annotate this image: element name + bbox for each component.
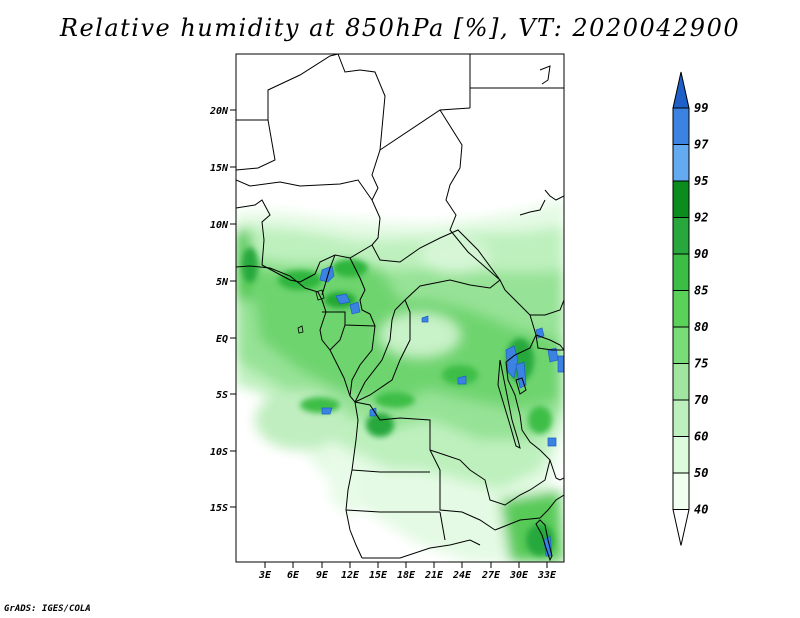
lon-label: 6E xyxy=(287,570,300,581)
colorbar-box xyxy=(672,399,690,437)
colorbar-box xyxy=(672,290,690,328)
lat-label: 10S xyxy=(210,447,228,458)
lon-label: 30E xyxy=(509,570,529,581)
lon-label: 21E xyxy=(424,570,444,581)
humidity-field xyxy=(236,54,564,562)
colorbar-box xyxy=(672,363,690,401)
colorbar-level-label: 95 xyxy=(694,174,708,188)
lon-label: 27E xyxy=(481,570,501,581)
lon-label: 15E xyxy=(369,570,388,581)
colorbar-level-label: 60 xyxy=(694,430,708,444)
lat-label: 10N xyxy=(210,220,229,231)
lon-label: 18E xyxy=(397,570,416,581)
colorbar-level-label: 92 xyxy=(694,211,708,225)
lat-label: 5N xyxy=(216,277,229,288)
chart-title: Relative humidity at 850hPa [%], VT: 202… xyxy=(59,14,741,42)
colorbar-level-label: 40 xyxy=(694,503,708,517)
lat-label: 15N xyxy=(210,163,229,174)
lon-label: 12E xyxy=(341,570,360,581)
colorbar-top-triangle xyxy=(672,71,690,109)
colorbar-level-label: 50 xyxy=(694,466,708,480)
colorbar-bottom-triangle xyxy=(672,509,690,546)
colorbar-level-label: 75 xyxy=(694,357,708,371)
lon-label: 9E xyxy=(316,570,329,581)
lat-label: 5S xyxy=(216,390,228,401)
colorbar-level-label: 90 xyxy=(694,247,708,261)
colorbar-level-label: 80 xyxy=(694,320,708,334)
lon-label: 3E xyxy=(258,570,272,581)
map-frame xyxy=(235,53,565,563)
lat-label: 15S xyxy=(210,503,228,514)
colorbar-box xyxy=(672,253,690,291)
colorbar: 99 97 95 92 90 85 80 75 70 60 50 40 xyxy=(672,71,709,546)
colorbar-box xyxy=(672,326,690,364)
grads-credit: GrADS: IGES/COLA xyxy=(4,604,91,614)
colorbar-box xyxy=(672,180,690,218)
colorbar-level-label: 99 xyxy=(694,101,708,115)
lat-label: EQ xyxy=(216,334,228,345)
colorbar-box xyxy=(672,144,690,182)
lon-label: 33E xyxy=(537,570,557,581)
colorbar-box xyxy=(672,107,690,145)
lat-label: 20N xyxy=(209,106,229,117)
colorbar-level-label: 97 xyxy=(694,138,709,152)
colorbar-level-label: 85 xyxy=(694,284,708,298)
colorbar-level-label: 70 xyxy=(694,393,708,407)
colorbar-box xyxy=(672,436,690,474)
colorbar-box xyxy=(672,217,690,255)
lon-label: 24E xyxy=(452,570,472,581)
colorbar-box xyxy=(672,472,690,510)
